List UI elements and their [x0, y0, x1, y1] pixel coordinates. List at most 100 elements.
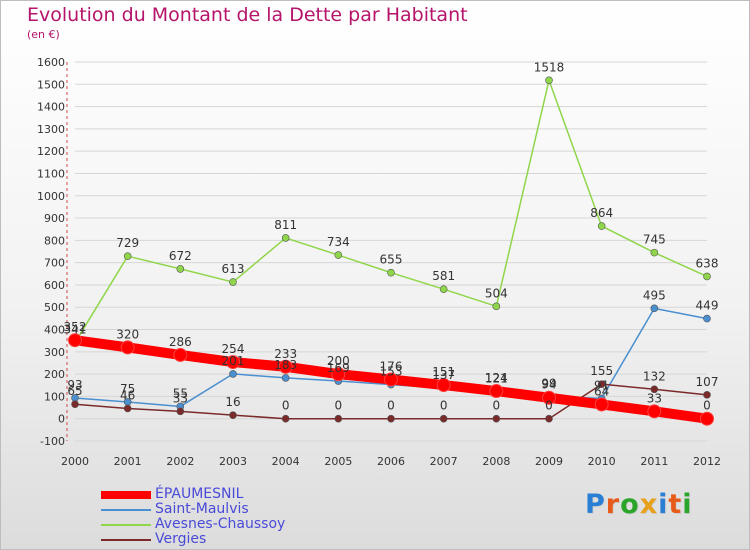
data-label: 734 — [327, 235, 350, 249]
y-tick-label: 1500 — [37, 78, 65, 91]
x-tick-label: 2006 — [377, 455, 405, 468]
x-tick-label: 2007 — [430, 455, 458, 468]
data-point — [597, 222, 606, 230]
data-point — [281, 414, 290, 423]
x-tick-label: 2011 — [640, 455, 668, 468]
data-label: 672 — [169, 249, 192, 263]
data-label: 449 — [696, 299, 719, 313]
y-tick-label: 1400 — [37, 101, 65, 114]
data-label: 233 — [274, 347, 297, 361]
data-point — [703, 314, 711, 323]
y-tick-label: 400 — [44, 324, 65, 337]
data-point — [334, 414, 343, 423]
data-label: 0 — [335, 399, 343, 413]
data-label: 124 — [485, 371, 508, 385]
data-label: 0 — [440, 399, 448, 413]
data-point — [492, 302, 501, 311]
data-label: 254 — [222, 342, 245, 356]
data-label: 638 — [696, 256, 719, 270]
data-point — [542, 390, 556, 405]
data-point — [331, 367, 346, 382]
data-label: 55 — [173, 386, 188, 400]
data-point — [597, 380, 606, 388]
data-label: 1518 — [534, 60, 565, 74]
data-point — [176, 407, 185, 416]
data-point — [489, 384, 504, 399]
data-label: 176 — [380, 359, 403, 373]
logo-letter: o — [620, 489, 640, 520]
x-tick-label: 2001 — [114, 455, 142, 468]
data-point — [229, 370, 237, 378]
data-label: 137 — [432, 368, 455, 382]
data-label: 65 — [67, 384, 82, 398]
data-point — [650, 248, 659, 257]
legend-label: Vergies — [155, 531, 207, 547]
data-point — [281, 374, 290, 382]
x-tick-label: 2000 — [61, 455, 89, 468]
y-tick-label: 0 — [58, 413, 65, 426]
y-tick-label: 1600 — [37, 56, 65, 69]
y-tick-label: 900 — [44, 212, 65, 225]
data-label: 94 — [541, 378, 556, 392]
data-label: 864 — [590, 206, 613, 220]
x-tick-label: 2008 — [482, 455, 510, 468]
data-point — [387, 268, 395, 277]
y-tick-label: 700 — [44, 257, 65, 270]
legend-label: Saint-Maulvis — [155, 501, 249, 517]
data-label: 655 — [380, 253, 403, 267]
data-label: 64 — [594, 384, 609, 398]
legend-label: ÉPAUMESNIL — [155, 486, 244, 502]
data-point — [226, 355, 240, 370]
data-point — [173, 347, 188, 362]
data-label: 581 — [432, 269, 455, 283]
logo-letter: P — [585, 489, 606, 520]
y-tick-label: 500 — [44, 301, 65, 314]
chart-title: Evolution du Montant de la Dette par Hab… — [27, 4, 468, 26]
data-point — [123, 252, 132, 260]
data-label: 613 — [222, 262, 245, 276]
legend-item: Saint-Maulvis — [101, 502, 341, 517]
y-tick-label: 300 — [44, 346, 65, 359]
x-tick-label: 2005 — [324, 455, 352, 468]
legend-item: ÉPAUMESNIL — [101, 487, 341, 502]
data-point — [387, 414, 395, 423]
logo-letter: x — [639, 489, 659, 520]
data-label: 811 — [274, 218, 297, 232]
data-label: 75 — [120, 382, 135, 396]
y-tick-label: 800 — [44, 234, 65, 247]
y-tick-label: 600 — [44, 279, 65, 292]
proxiti-logo: Proxiti — [585, 489, 693, 520]
data-point — [545, 414, 553, 423]
data-label: 200 — [327, 354, 350, 368]
data-point — [439, 285, 448, 293]
data-point — [650, 385, 659, 394]
data-label: 352 — [64, 320, 87, 334]
data-label: 99 — [541, 377, 556, 391]
chart-legend: ÉPAUMESNIL Saint-Maulvis Avesnes-Chaussoy V… — [101, 487, 341, 547]
data-point — [436, 378, 451, 393]
data-label: 153 — [380, 365, 403, 379]
data-label: 0 — [387, 399, 395, 413]
data-label: 320 — [116, 327, 139, 341]
chart-subtitle: (en €) — [27, 28, 60, 41]
data-point — [334, 251, 343, 259]
x-tick-label: 2004 — [272, 455, 300, 468]
data-point — [545, 76, 553, 85]
data-label: 93 — [67, 378, 82, 392]
logo-letter: t — [668, 489, 683, 520]
y-tick-label: 100 — [44, 390, 65, 403]
data-point — [647, 404, 662, 419]
data-point — [384, 372, 398, 387]
data-label: 745 — [643, 233, 666, 247]
data-label: 504 — [485, 286, 508, 300]
x-tick-label: 2003 — [219, 455, 247, 468]
data-label: 0 — [545, 399, 553, 413]
legend-label: Avesnes-Chaussoy — [155, 516, 286, 532]
data-point — [281, 234, 290, 242]
data-label: 33 — [647, 391, 662, 405]
data-label: 201 — [222, 354, 245, 368]
legend-swatch — [101, 539, 151, 541]
data-label: 0 — [493, 399, 501, 413]
